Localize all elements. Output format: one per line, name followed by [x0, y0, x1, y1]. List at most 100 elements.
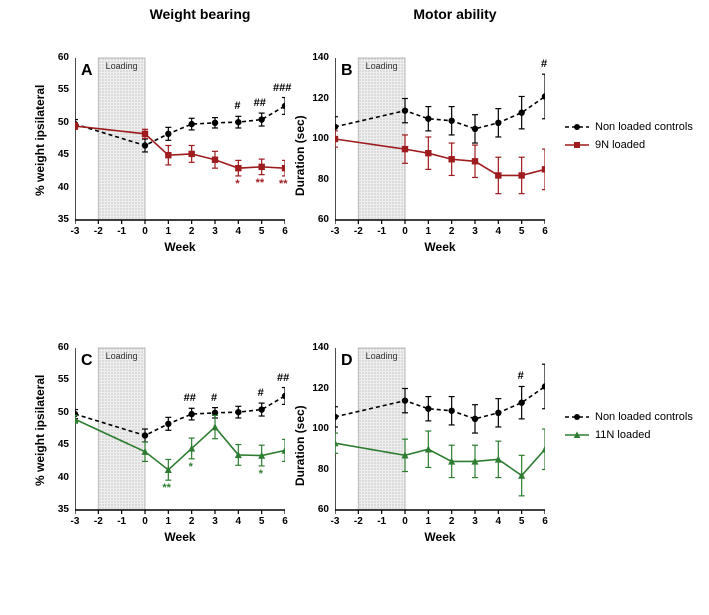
loading-label: Loading — [358, 351, 405, 361]
x-tick-label: 4 — [230, 516, 246, 527]
x-tick-label: 5 — [514, 226, 530, 237]
x-tick-label: -3 — [327, 516, 343, 527]
loading-label: Loading — [358, 61, 405, 71]
x-tick-label: -1 — [114, 516, 130, 527]
y-tick-label: 60 — [299, 504, 329, 515]
sig-hash: # — [211, 392, 217, 404]
sig-hash: ## — [277, 372, 289, 384]
sig-star: ** — [162, 482, 171, 494]
legend-top: Non loaded controls 9N loaded — [565, 120, 693, 156]
x-tick-label: 2 — [184, 516, 200, 527]
x-tick-label: 6 — [277, 226, 293, 237]
legend-swatch — [565, 428, 589, 442]
y-tick-label: 60 — [299, 214, 329, 225]
x-tick-label: -3 — [67, 226, 83, 237]
legend-item: 9N loaded — [565, 138, 693, 152]
x-tick-label: 5 — [254, 516, 270, 527]
sig-star: * — [235, 178, 239, 190]
x-tick-label: 6 — [537, 226, 553, 237]
x-tick-label: 2 — [444, 226, 460, 237]
panel-A: ALoading354045505560-3-2-10123456% weigh… — [75, 40, 285, 250]
x-tick-label: 2 — [444, 516, 460, 527]
y-tick-label: 60 — [39, 52, 69, 63]
x-axis-label: Week — [335, 240, 545, 254]
legend-item: Non loaded controls — [565, 410, 693, 424]
x-tick-label: 3 — [467, 516, 483, 527]
sig-star: ** — [279, 178, 288, 190]
y-tick-label: 60 — [39, 342, 69, 353]
sig-hash: # — [234, 100, 240, 112]
y-tick-label: 120 — [299, 93, 329, 104]
y-axis-label: % weight ipsilateral — [33, 374, 47, 485]
x-tick-label: 0 — [397, 226, 413, 237]
legend-bottom: Non loaded controls 11N loaded — [565, 410, 693, 446]
sig-hash: ### — [273, 82, 291, 94]
x-tick-label: 4 — [490, 226, 506, 237]
sig-hash: # — [541, 58, 547, 70]
sig-star: ** — [256, 177, 265, 189]
legend-swatch — [565, 138, 589, 152]
x-tick-label: -2 — [350, 516, 366, 527]
x-tick-label: 4 — [230, 226, 246, 237]
x-tick-label: 6 — [537, 516, 553, 527]
x-tick-label: 5 — [514, 516, 530, 527]
y-tick-label: 35 — [39, 214, 69, 225]
x-tick-label: 4 — [490, 516, 506, 527]
legend-swatch — [565, 410, 589, 424]
sig-hash: # — [518, 370, 524, 382]
x-tick-label: 5 — [254, 226, 270, 237]
y-tick-label: 120 — [299, 383, 329, 394]
y-tick-label: 35 — [39, 504, 69, 515]
legend-label: 11N loaded — [595, 429, 650, 441]
panel-label: D — [341, 352, 353, 370]
x-tick-label: -3 — [67, 516, 83, 527]
sig-star: * — [259, 468, 263, 480]
panel-label: C — [81, 352, 93, 370]
panel-C: CLoading354045505560-3-2-10123456% weigh… — [75, 330, 285, 540]
legend-label: Non loaded controls — [595, 411, 693, 423]
x-tick-label: 0 — [397, 516, 413, 527]
legend-label: 9N loaded — [595, 139, 645, 151]
sig-hash: ## — [254, 97, 266, 109]
col-title-weight: Weight bearing — [100, 6, 300, 22]
x-tick-label: 1 — [160, 226, 176, 237]
x-tick-label: 2 — [184, 226, 200, 237]
loading-label: Loading — [98, 61, 145, 71]
x-axis-label: Week — [75, 530, 285, 544]
x-tick-label: 3 — [467, 226, 483, 237]
y-axis-label: Duration (sec) — [293, 115, 307, 196]
legend-item: Non loaded controls — [565, 120, 693, 134]
sig-hash: ## — [184, 392, 196, 404]
x-tick-label: 1 — [420, 516, 436, 527]
y-tick-label: 140 — [299, 52, 329, 63]
sig-hash: # — [258, 387, 264, 399]
x-tick-label: 0 — [137, 226, 153, 237]
y-tick-label: 140 — [299, 342, 329, 353]
loading-label: Loading — [98, 351, 145, 361]
x-tick-label: -1 — [374, 226, 390, 237]
x-tick-label: -2 — [90, 516, 106, 527]
y-axis-label: Duration (sec) — [293, 405, 307, 486]
panel-label: B — [341, 62, 353, 80]
legend-label: Non loaded controls — [595, 121, 693, 133]
x-axis-label: Week — [75, 240, 285, 254]
panel-label: A — [81, 62, 93, 80]
x-tick-label: 1 — [160, 516, 176, 527]
panel-B: BLoading6080100120140-3-2-10123456Durati… — [335, 40, 545, 250]
x-tick-label: -1 — [374, 516, 390, 527]
x-tick-label: -3 — [327, 226, 343, 237]
x-tick-label: 0 — [137, 516, 153, 527]
x-tick-label: 3 — [207, 226, 223, 237]
legend-item: 11N loaded — [565, 428, 693, 442]
x-tick-label: -1 — [114, 226, 130, 237]
legend-swatch — [565, 120, 589, 134]
col-title-motor: Motor ability — [355, 6, 555, 22]
x-tick-label: 1 — [420, 226, 436, 237]
x-axis-label: Week — [335, 530, 545, 544]
y-axis-label: % weight ipsilateral — [33, 84, 47, 195]
panel-D: DLoading6080100120140-3-2-10123456Durati… — [335, 330, 545, 540]
x-tick-label: 3 — [207, 516, 223, 527]
sig-star: * — [189, 461, 193, 473]
x-tick-label: -2 — [90, 226, 106, 237]
x-tick-label: -2 — [350, 226, 366, 237]
